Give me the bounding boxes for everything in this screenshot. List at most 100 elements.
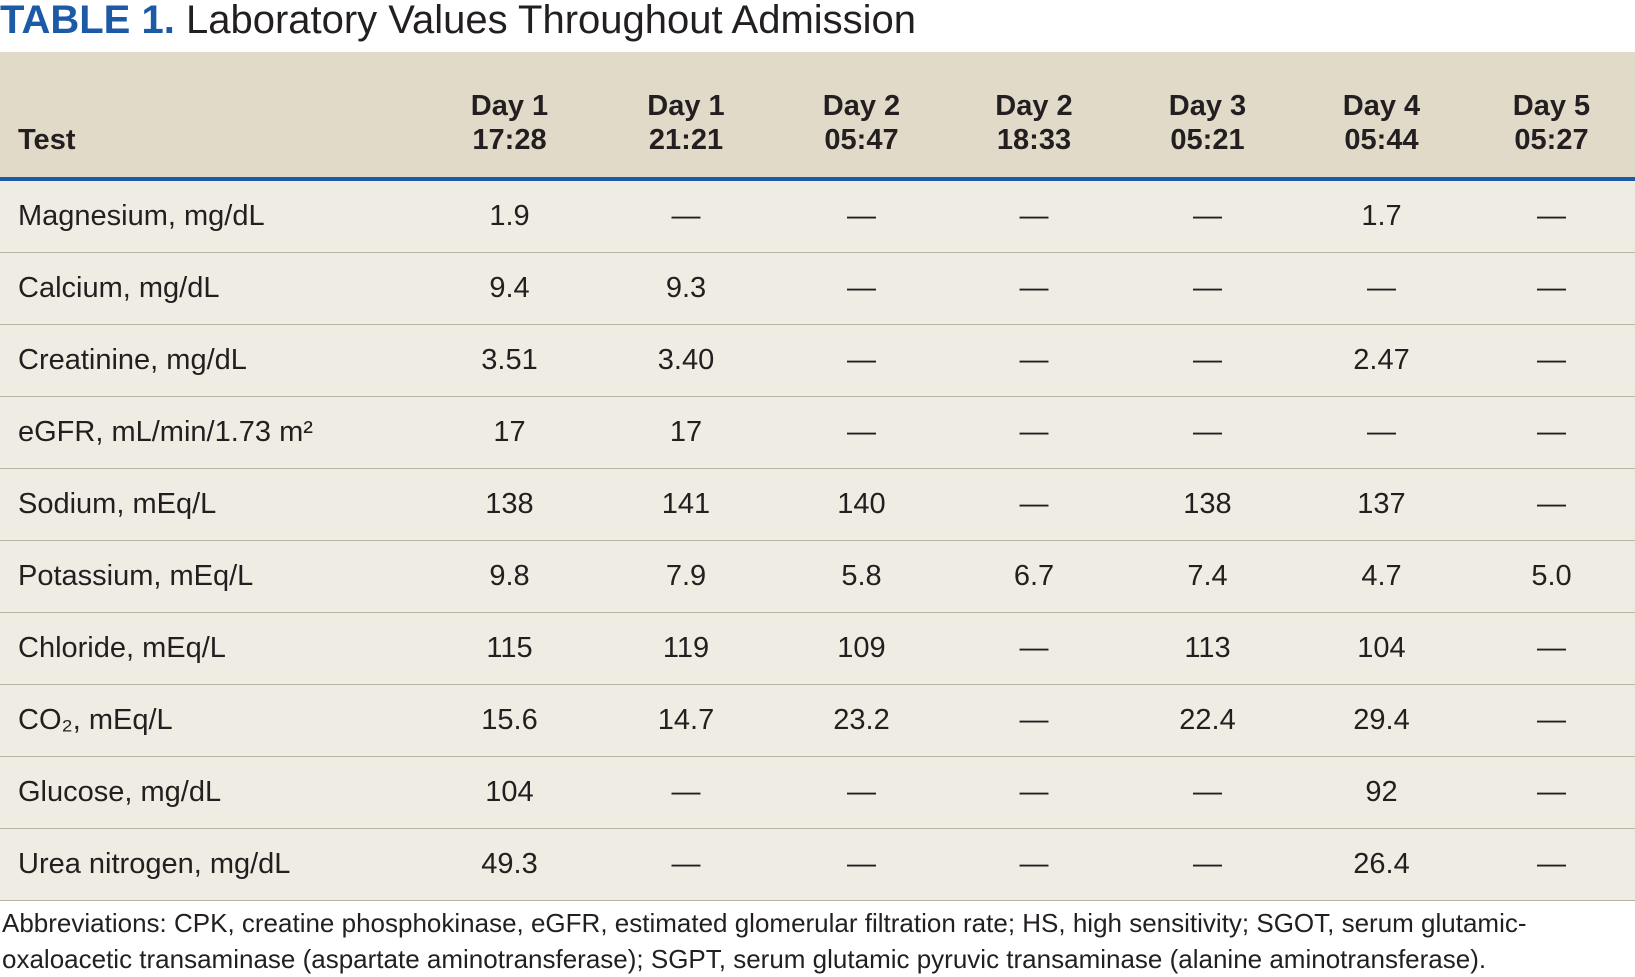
value-cell: —: [1468, 252, 1635, 325]
value-cell: —: [1468, 684, 1635, 757]
value-cell: 3.51: [422, 324, 597, 397]
header-day: Day 1: [470, 90, 549, 122]
value-cell: —: [948, 396, 1120, 469]
test-name: Calcium, mg/dL: [0, 252, 422, 325]
value-cell: 1.7: [1295, 179, 1468, 253]
table-label: TABLE 1.: [0, 0, 175, 42]
value-cell: —: [948, 756, 1120, 829]
test-name: Glucose, mg/dL: [0, 756, 422, 829]
value-cell: —: [1120, 828, 1295, 901]
value-cell: 17: [422, 396, 597, 469]
header-time: 17:28: [472, 124, 547, 156]
header-cell: Day 1 21:21: [597, 52, 775, 181]
value-cell: —: [1120, 756, 1295, 829]
value-cell: —: [1295, 252, 1468, 325]
header-cell: Day 4 05:44: [1295, 52, 1468, 181]
value-cell: —: [775, 324, 948, 397]
table-row: Glucose, mg/dL 104— — — —92—: [0, 756, 1635, 829]
value-cell: 5.0: [1468, 540, 1635, 613]
value-cell: 22.4: [1120, 684, 1295, 757]
value-cell: —: [1468, 756, 1635, 829]
value-cell: —: [1468, 468, 1635, 541]
value-cell: —: [1120, 252, 1295, 325]
value-cell: —: [1468, 324, 1635, 397]
table-row: Sodium, mEq/L 138 141 140—138 137—: [0, 468, 1635, 541]
header-time: 18:33: [996, 124, 1072, 156]
test-name: Sodium, mEq/L: [0, 468, 422, 541]
value-cell: 119: [597, 612, 775, 685]
value-cell: —: [775, 756, 948, 829]
value-cell: —: [1120, 179, 1295, 253]
header-day: Day 2: [995, 90, 1073, 122]
test-name: Creatinine, mg/dL: [0, 324, 422, 397]
test-name: eGFR, mL/min/1.73 m²: [0, 396, 422, 469]
table-row: Urea nitrogen, mg/dL 49.3— — — —26.4—: [0, 828, 1635, 901]
value-cell: 4.7: [1295, 540, 1468, 613]
value-cell: —: [1120, 396, 1295, 469]
value-cell: —: [597, 756, 775, 829]
test-name: CO₂, mEq/L: [0, 684, 422, 757]
value-cell: 109: [775, 612, 948, 685]
header-day: Day 5: [1512, 90, 1591, 122]
test-name: Urea nitrogen, mg/dL: [0, 828, 422, 901]
header-day: Day 2: [822, 90, 901, 122]
value-cell: 113: [1120, 612, 1295, 685]
value-cell: —: [1468, 828, 1635, 901]
header-cell: Day 5 05:27: [1468, 52, 1635, 181]
table-row: Creatinine, mg/dL 3.51 3.40— — —2.47—: [0, 324, 1635, 397]
value-cell: —: [775, 252, 948, 325]
table-row: Potassium, mEq/L 9.8 7.9 5.8 6.7 7.4 4.7 5.0: [0, 540, 1635, 613]
header-cell: Day 1 17:28: [422, 52, 597, 181]
value-cell: —: [597, 828, 775, 901]
test-name: Magnesium, mg/dL: [0, 179, 422, 253]
value-cell: —: [948, 179, 1120, 253]
value-cell: —: [948, 684, 1120, 757]
value-cell: 15.6: [422, 684, 597, 757]
value-cell: 138: [422, 468, 597, 541]
value-cell: 138: [1120, 468, 1295, 541]
value-cell: 140: [775, 468, 948, 541]
test-name: Chloride, mEq/L: [0, 612, 422, 685]
table-title: Laboratory Values Throughout Admission: [185, 0, 917, 42]
value-cell: 92: [1295, 756, 1468, 829]
value-cell: —: [948, 612, 1120, 685]
value-cell: 5.8: [775, 540, 948, 613]
value-cell: 17: [597, 396, 775, 469]
value-cell: —: [1468, 612, 1635, 685]
test-name: Potassium, mEq/L: [0, 540, 422, 613]
table-row: Magnesium, mg/dL 1.9— — — —1.7—: [0, 179, 1635, 253]
value-cell: 7.4: [1120, 540, 1295, 613]
header-cell: Day 2 18:33: [948, 52, 1120, 181]
value-cell: 49.3: [422, 828, 597, 901]
value-cell: 115: [422, 612, 597, 685]
value-cell: —: [1295, 396, 1468, 469]
table-row: CO₂, mEq/L 15.6 14.7 23.2—22.4 29.4—: [0, 684, 1635, 757]
value-cell: 9.4: [422, 252, 597, 325]
value-cell: —: [1120, 324, 1295, 397]
value-cell: —: [775, 179, 948, 253]
value-cell: 3.40: [597, 324, 775, 397]
value-cell: —: [948, 468, 1120, 541]
value-cell: 29.4: [1295, 684, 1468, 757]
value-cell: 26.4: [1295, 828, 1468, 901]
value-cell: —: [775, 828, 948, 901]
header-cell: Day 3 05:21: [1120, 52, 1295, 181]
value-cell: 9.8: [422, 540, 597, 613]
header-time: 05:47: [824, 124, 899, 156]
header-time: 05:44: [1344, 124, 1419, 156]
table-body: Magnesium, mg/dL 1.9— — — —1.7— Calcium, mg/d…: [0, 179, 1635, 901]
header-cell: Day 2 05:47: [775, 52, 948, 181]
footnote: Abbreviations: CPK, creatine phosphokina…: [2, 908, 1527, 974]
header-day: Day 3: [1168, 90, 1247, 122]
title: TABLE 1. Laboratory Values Throughout Ad…: [0, 0, 1635, 52]
value-cell: —: [948, 828, 1120, 901]
value-cell: 104: [1295, 612, 1468, 685]
value-cell: 137: [1295, 468, 1468, 541]
table-row: Calcium, mg/dL 9.4 9.3— — — — —: [0, 252, 1635, 325]
header-time: 05:21: [1170, 124, 1245, 156]
value-cell: 7.9: [597, 540, 775, 613]
header-day: Day 1: [647, 90, 725, 122]
